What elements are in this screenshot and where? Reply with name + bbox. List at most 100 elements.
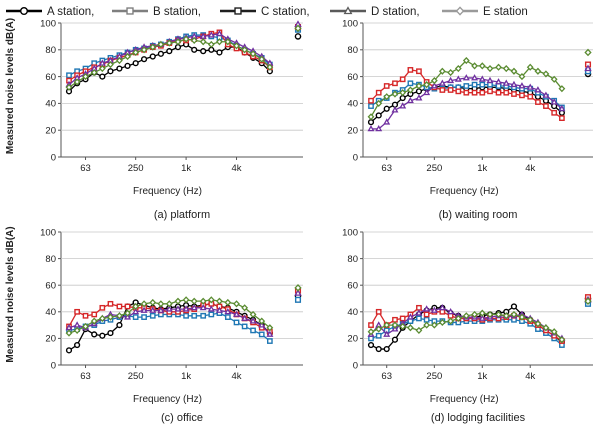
data-point [438, 303, 446, 311]
data-point [165, 305, 173, 312]
data-point [258, 331, 265, 338]
data-point [116, 56, 123, 65]
data-point [550, 98, 558, 105]
data-point [462, 312, 470, 320]
data-point [266, 330, 274, 337]
legend-marker-3 [234, 7, 242, 15]
data-point [430, 321, 438, 329]
data-point [182, 296, 190, 304]
y-tick-label: 60 [347, 281, 358, 292]
data-point [534, 320, 542, 328]
data-point [233, 42, 240, 50]
y-tick-label: 80 [347, 254, 358, 265]
data-point [383, 83, 390, 89]
data-point [367, 341, 375, 349]
data-point [74, 308, 80, 315]
data-point [174, 44, 182, 51]
data-point [399, 322, 407, 331]
data-point [518, 73, 526, 81]
data-point [174, 297, 182, 305]
data-point [250, 327, 256, 334]
x-tick-label: 4k [525, 371, 535, 382]
panel-1: 0 20 40 60 80 100 63 250 1k 4k Frequency (Hz) Measu… [5, 18, 303, 221]
data-point [132, 60, 139, 67]
data-point [99, 332, 106, 339]
data-point [368, 103, 374, 109]
data-point [454, 64, 462, 73]
data-point [65, 83, 73, 91]
panel-caption: (b) waiting room [439, 209, 518, 221]
data-point [558, 104, 566, 112]
x-tick-label: 250 [426, 163, 442, 174]
data-point [266, 63, 274, 71]
data-point [471, 62, 478, 70]
data-point [224, 38, 232, 46]
data-point [518, 313, 526, 321]
y-tick-label: 20 [347, 126, 358, 137]
data-point [157, 50, 164, 57]
data-point [140, 306, 148, 313]
y-tick-label: 40 [347, 307, 358, 318]
data-point [74, 341, 81, 349]
data-point [241, 314, 249, 321]
y-tick-label: 80 [45, 254, 56, 265]
data-point [224, 298, 232, 307]
data-point [543, 103, 549, 109]
data-point [399, 102, 407, 109]
data-point [182, 305, 190, 312]
x-axis-label: Frequency (Hz) [133, 394, 202, 405]
data-point [550, 328, 558, 336]
data-point [438, 318, 446, 327]
data-point [367, 119, 375, 126]
data-point [124, 303, 131, 310]
legend-marker-2 [126, 7, 134, 15]
data-point [447, 68, 455, 77]
data-point [190, 36, 198, 45]
overall-point [294, 289, 302, 296]
data-point [174, 38, 182, 46]
data-point [124, 309, 131, 317]
data-point [383, 345, 390, 353]
y-tick-label: 0 [353, 360, 358, 371]
data-point [471, 74, 479, 81]
data-point [132, 48, 140, 57]
data-point [65, 329, 73, 337]
data-point [233, 319, 240, 326]
data-point [558, 336, 566, 344]
series-4 [367, 64, 592, 132]
data-point [200, 312, 207, 319]
data-point [430, 82, 438, 89]
data-point [140, 56, 148, 63]
data-point [495, 310, 502, 319]
chart-panels: 0 20 40 60 80 100 63 250 1k 4k Frequency (Hz) Measu… [5, 18, 593, 424]
x-axis-label: Frequency (Hz) [430, 186, 499, 197]
data-point [447, 87, 454, 93]
data-point [447, 312, 454, 319]
data-point [149, 312, 156, 319]
overall-point [294, 296, 302, 303]
data-point [471, 310, 478, 319]
x-tick-label: 63 [381, 163, 392, 174]
legend-label-3: C station, [261, 6, 310, 18]
data-point [383, 118, 391, 125]
data-point [116, 303, 123, 310]
data-point [415, 309, 423, 316]
overall-point [584, 48, 592, 57]
data-point [416, 68, 422, 75]
data-point [439, 87, 446, 93]
data-point [423, 321, 431, 329]
data-point [423, 81, 431, 89]
data-point [391, 336, 399, 343]
data-point [407, 80, 414, 87]
legend-label-1: A station, [47, 6, 94, 18]
data-point [439, 308, 446, 315]
panel-4: 0 20 40 60 80 100 63 250 1k 4k Frequency (Hz) (d) l… [342, 227, 593, 424]
data-point [241, 323, 248, 330]
data-point [526, 83, 534, 90]
data-point [191, 312, 198, 319]
data-point [416, 315, 422, 322]
legend-marker-5 [455, 6, 465, 16]
data-point [140, 300, 148, 308]
data-point [199, 38, 207, 46]
